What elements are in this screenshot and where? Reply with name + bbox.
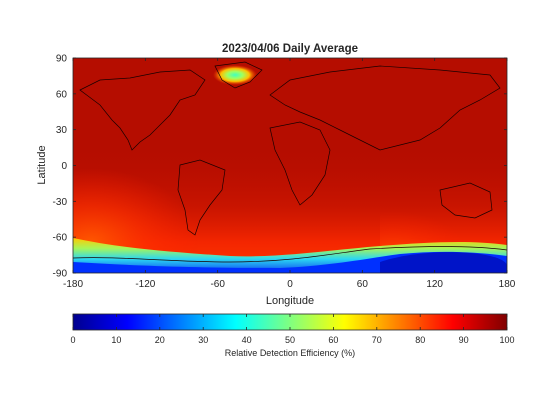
efficiency-map	[73, 58, 507, 273]
x-tick-label: 120	[426, 279, 443, 290]
north-america-coast	[79, 69, 206, 151]
australia-coast	[439, 182, 493, 219]
colorbar-tick-label: 0	[70, 335, 75, 345]
colorbar-label: Relative Detection Efficiency (%)	[225, 348, 355, 358]
x-tick-label: 0	[287, 279, 293, 290]
x-tick-label: -180	[63, 279, 83, 290]
colorbar-tick-label: 50	[285, 335, 295, 345]
x-tick-label: 180	[499, 279, 516, 290]
greenland-low-spot	[213, 65, 257, 85]
colorbar-tick-label: 60	[328, 335, 338, 345]
eurasia-coast	[269, 65, 501, 151]
y-axis-label: Latitude	[36, 145, 48, 184]
y-tick-label: 30	[56, 125, 68, 136]
y-tick-label: -90	[53, 269, 68, 280]
y-tick-label: -60	[53, 233, 68, 244]
colorbar-tick-label: 90	[459, 335, 469, 345]
x-tick-label: -60	[210, 279, 225, 290]
colorbar-tick-label: 70	[372, 335, 382, 345]
colorbar-tick-label: 10	[111, 335, 121, 345]
coastlines	[73, 61, 507, 263]
colorbar-tick-label: 40	[242, 335, 252, 345]
south-america-coast	[177, 159, 226, 236]
colorbar-tick-label: 80	[415, 335, 425, 345]
greenland-coast	[214, 61, 263, 89]
antarctica-coast	[73, 246, 507, 263]
y-tick-label: 60	[56, 89, 68, 100]
antarctic-deep-low	[380, 252, 507, 273]
y-tick-label: 90	[56, 54, 68, 65]
chart-title: 2023/04/06 Daily Average	[222, 43, 358, 55]
colorbar-tick-label: 100	[499, 335, 514, 345]
colorbar-tick-label: 30	[198, 335, 208, 345]
x-axis-label: Longitude	[266, 295, 314, 307]
colorbar-ticks: 0 10 20 30 40 50 60 70 80 90 100	[70, 314, 515, 345]
x-axis: -180 -120 -60 0 60 120 180	[63, 58, 516, 290]
x-tick-label: 60	[357, 279, 369, 290]
y-axis: 90 60 30 0 -30 -60 -90	[53, 54, 507, 280]
y-tick-label: 0	[61, 161, 67, 172]
y-tick-label: -30	[53, 197, 68, 208]
colorbar-tick-label: 20	[155, 335, 165, 345]
africa-coast	[269, 121, 331, 206]
x-tick-label: -120	[135, 279, 155, 290]
